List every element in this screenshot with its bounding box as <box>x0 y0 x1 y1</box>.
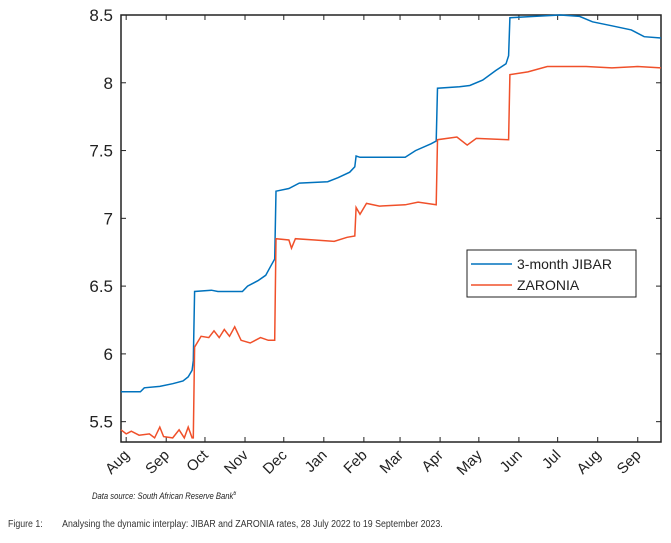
y-tick-label: 5.5 <box>89 413 113 432</box>
legend-label: 3-month JIBAR <box>517 256 612 272</box>
series-line-zaronia <box>120 65 662 440</box>
x-tick-label: Sep <box>614 447 645 478</box>
y-tick-label: 8 <box>104 74 113 93</box>
x-tick-label: Oct <box>183 446 212 475</box>
y-tick-label: 6 <box>104 345 113 364</box>
legend-label: ZARONIA <box>517 277 580 293</box>
series-line-3-month-jibar <box>121 14 662 393</box>
x-tick-label: Sep <box>142 447 173 478</box>
figure-caption-text: Analysing the dynamic interplay: JIBAR a… <box>62 519 443 530</box>
line-chart: 5.5 6 6.5 7 7.5 8 8.5 Aug Sep Oct Nov Dec Jan Feb Mar A… <box>89 6 662 479</box>
x-tick-label: Dec <box>260 446 291 477</box>
legend <box>466 249 637 298</box>
x-tick-label: May <box>454 446 486 478</box>
x-tick-label: Jun <box>497 447 526 476</box>
plot-area <box>120 14 662 443</box>
y-tick-label: 7.5 <box>89 142 113 161</box>
figure-caption: Figure 1: Analysing the dynamic interplay… <box>8 519 443 530</box>
y-tick-label: 7 <box>104 209 113 228</box>
x-tick-label: Feb <box>340 447 370 477</box>
data-source-note: Data source: South African Reserve Bank6 <box>92 491 237 501</box>
x-tick-label: Apr <box>418 447 447 476</box>
x-tick-label: Aug <box>574 447 605 478</box>
x-tick-label: Aug <box>102 447 133 478</box>
y-tick-label: 6.5 <box>89 277 113 296</box>
x-tick-label: Mar <box>377 447 407 477</box>
x-tick-label: Jul <box>539 447 565 473</box>
x-tick-label: Jan <box>302 447 331 476</box>
figure-label: Figure 1: <box>8 519 43 530</box>
x-tick-label: Nov <box>221 446 252 477</box>
y-tick-label: 8.5 <box>89 6 113 25</box>
